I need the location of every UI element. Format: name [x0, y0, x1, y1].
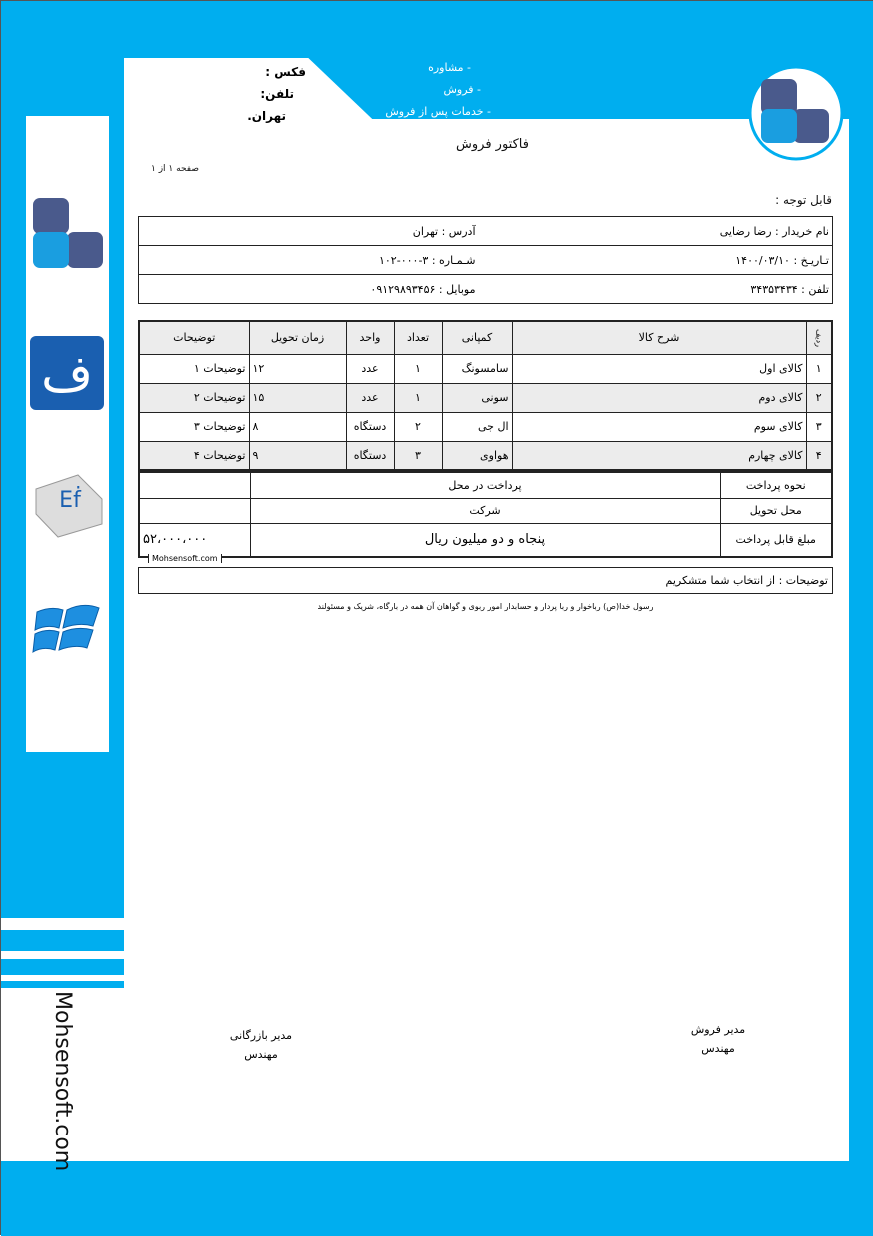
cell: دستگاه: [345, 440, 395, 471]
notes-text: توضیحات : از انتخاب شما متشکریم: [665, 574, 829, 587]
city-label: تهران.: [247, 109, 286, 123]
signature-right: مدیر فروش مهندس: [663, 1020, 773, 1058]
col-delivery-time: زمان تحویل: [248, 320, 347, 355]
cell: ۹: [248, 440, 347, 471]
delivery-place-label: محل تحویل: [719, 497, 833, 524]
service-item: - خدمات پس از فروش: [385, 105, 491, 118]
invoice-date: تـاریـخ : ۱۴۰۰/۰۳/۱۰: [485, 245, 833, 275]
table-row: ۴ کالای چهارم هواوی ۳ دستگاه ۹ توضیحات ۴: [138, 440, 833, 471]
cell: ۱: [393, 382, 443, 413]
items-table: ردیف شرح کالا کمپانی تعداد واحد زمان تحو…: [138, 320, 833, 471]
cell: ۲: [805, 382, 833, 413]
signature-left: مدیر بازرگانی مهندس: [206, 1026, 316, 1064]
cell: ۱۲: [248, 353, 347, 384]
buyer-info-table: نام خریدار : رضا رضایی آدرس : تهران تـاری…: [138, 216, 833, 304]
table-row: ۳ کالای سوم ال جی ۲ دستگاه ۸ توضیحات ۳: [138, 411, 833, 442]
attention-label: قابل توجه :: [775, 193, 832, 207]
empty-cell: [138, 497, 251, 524]
side-website-text: Mohsensoft.com: [50, 991, 75, 1172]
cell: توضیحات ۱: [138, 353, 250, 384]
cell: سونی: [441, 382, 513, 413]
col-row: ردیف: [805, 320, 833, 355]
buyer-mobile: موبایل : ۰۹۱۲۹۸۹۳۴۵۶: [138, 274, 486, 304]
signature-title: مدیر بازرگانی: [229, 1029, 293, 1042]
windows-icon: [32, 604, 100, 653]
items-header-row: ردیف شرح کالا کمپانی تعداد واحد زمان تحو…: [138, 320, 833, 355]
service-item: - فروش: [443, 83, 481, 96]
cell: کالای چهارم: [511, 440, 807, 471]
summary-table: نحوه پرداخت پرداخت در محل محل تحویل شرکت م…: [138, 471, 833, 558]
phone-label: تلفن:: [260, 87, 294, 101]
footer-quote: رسول خدا(ص) رباخوار و ربا پردار و حسابدا…: [317, 602, 654, 611]
farsi-app-icon: ف: [30, 336, 104, 410]
right-band: [849, 1, 873, 1236]
signature-name: مهندس: [701, 1042, 735, 1055]
cell: ۸: [248, 411, 347, 442]
fax-label: فکس :: [265, 65, 306, 79]
col-description: شرح کالا: [511, 320, 807, 355]
cell: توضیحات ۲: [138, 382, 250, 413]
buyer-name: نام خریدار : رضا رضایی: [485, 216, 833, 246]
table-row: ۲ کالای دوم سونی ۱ عدد ۱۵ توضیحات ۲: [138, 382, 833, 413]
company-logo-icon: [748, 65, 844, 161]
invoice-number: شـمـاره : ۳-۰۰۰-۱۰۲: [138, 245, 486, 275]
cell: عدد: [345, 382, 395, 413]
watermark-label: Mohsensoft.com: [148, 554, 222, 563]
cell: کالای سوم: [511, 411, 807, 442]
bottom-band: [1, 1161, 873, 1236]
cell: ال جی: [441, 411, 513, 442]
delivery-place: شرکت: [249, 497, 721, 524]
cell: دستگاه: [345, 411, 395, 442]
cell: ۱: [393, 353, 443, 384]
cell: کالای دوم: [511, 382, 807, 413]
header-services: - مشاوره - فروش - خدمات پس از فروش: [341, 57, 491, 123]
table-row: ۱ کالای اول سامسونگ ۱ عدد ۱۲ توضیحات ۱: [138, 353, 833, 384]
header-contact: فکس : تلفن: تهران.: [241, 61, 306, 127]
amount-value: ۵۲،۰۰۰،۰۰۰: [138, 522, 251, 558]
cell: ۳: [805, 411, 833, 442]
left-stripe: [1, 981, 124, 988]
col-notes: توضیحات: [138, 320, 250, 355]
empty-cell: [138, 471, 251, 499]
top-band: [1, 1, 873, 58]
payment-method: پرداخت در محل: [249, 471, 721, 499]
amount-words: پنجاه و دو میلیون ریال: [249, 522, 721, 558]
col-unit: واحد: [345, 320, 395, 355]
invoice-title: فاکتور فروش: [456, 137, 529, 152]
cell: توضیحات ۴: [138, 440, 250, 471]
signature-title: مدیر فروش: [690, 1023, 746, 1036]
left-stripe: [1, 959, 124, 975]
cell: عدد: [345, 353, 395, 384]
company-logo-icon: [33, 198, 103, 268]
keyboard-key-icon: Eḟ: [35, 474, 103, 538]
buyer-phone: تلفن : ۳۴۳۵۳۴۳۴: [485, 274, 833, 304]
payment-method-label: نحوه پرداخت: [719, 471, 833, 499]
svg-text:ف: ف: [41, 345, 93, 403]
col-quantity: تعداد: [393, 320, 443, 355]
service-item: - مشاوره: [428, 61, 471, 74]
cell: ۲: [393, 411, 443, 442]
page-indicator: صفحه ۱ از ۱: [151, 164, 199, 174]
cell: سامسونگ: [441, 353, 513, 384]
notes-box: توضیحات : از انتخاب شما متشکریم: [138, 567, 833, 594]
signature-name: مهندس: [244, 1048, 278, 1061]
cell: هواوی: [441, 440, 513, 471]
cell: ۴: [805, 440, 833, 471]
cell: ۱۵: [248, 382, 347, 413]
amount-label: مبلغ قابل پرداخت: [719, 522, 833, 558]
cell: توضیحات ۳: [138, 411, 250, 442]
cell: کالای اول: [511, 353, 807, 384]
svg-text:Eḟ: Eḟ: [59, 487, 82, 513]
cell: ۱: [805, 353, 833, 384]
left-stripe: [1, 930, 124, 951]
buyer-address: آدرس : تهران: [138, 216, 486, 246]
cell: ۳: [393, 440, 443, 471]
col-company: کمپانی: [441, 320, 513, 355]
